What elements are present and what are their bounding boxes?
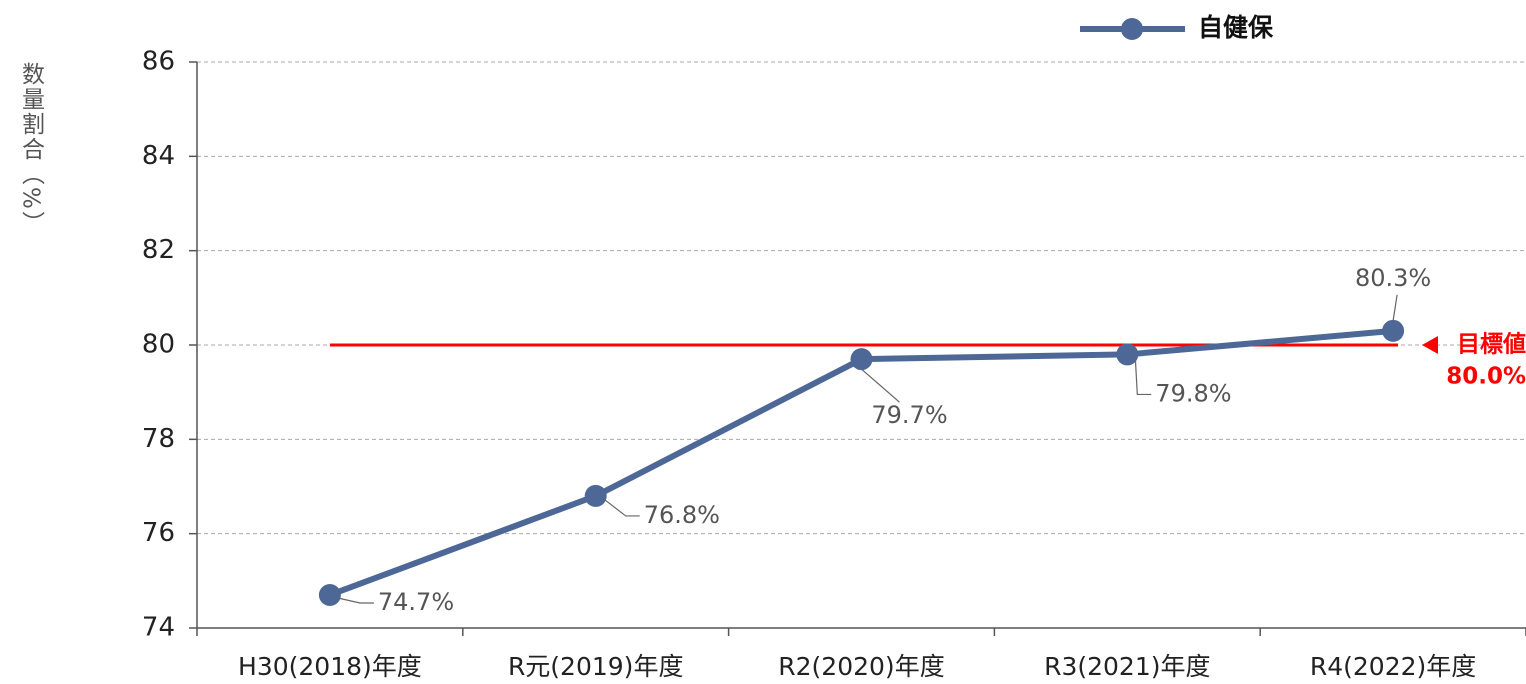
series-point [1382,319,1405,342]
data-label: 79.7% [871,401,947,429]
y-tick-label: 76 [142,518,175,548]
y-tick-label: 86 [142,47,175,77]
series-point [850,348,873,371]
target-value-label: 80.0% [1446,364,1526,390]
x-tick-label: H30(2018)年度 [238,652,422,681]
x-tick-label: R4(2022)年度 [1310,652,1476,681]
leader-line [1392,294,1398,321]
x-tick-label: R元(2019)年度 [508,652,684,681]
y-tick-label: 84 [142,141,175,171]
leader-line [337,597,374,604]
x-tick-label: R2(2020)年度 [778,652,944,681]
data-label: 80.3% [1355,264,1431,292]
y-tick-label: 78 [142,424,175,454]
leader-line [1134,357,1152,396]
y-tick-label: 80 [142,330,175,360]
data-label: 79.8% [1155,379,1231,407]
y-tick-label: 74 [142,613,175,643]
series-point [584,484,607,507]
leader-line [861,368,900,403]
x-tick-label: R3(2021)年度 [1044,652,1210,681]
leader-line [603,498,640,517]
series-line [328,327,1394,598]
data-label: 76.8% [644,501,720,529]
series-point [318,583,341,606]
series-point [1116,343,1139,366]
legend-label: 自健保 [1198,13,1274,42]
y-tick-label: 82 [142,235,175,265]
data-label: 74.7% [378,588,454,616]
y-axis-label: 数量割合（%） [18,62,46,236]
legend-marker [1121,18,1143,40]
target-arrow [1422,336,1438,354]
target-label: 目標値 [1457,332,1526,358]
